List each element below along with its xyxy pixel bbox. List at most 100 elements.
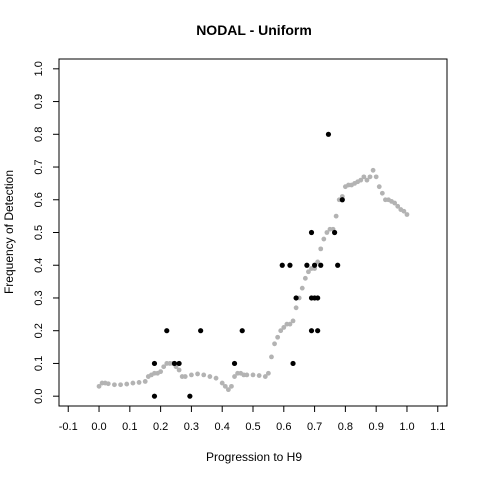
smoothed-point bbox=[176, 367, 182, 373]
observed-point bbox=[325, 131, 332, 137]
smoothed-point bbox=[130, 380, 136, 386]
observed-point bbox=[315, 295, 321, 301]
observed-point bbox=[164, 328, 170, 334]
x-tick-label: 0.0 bbox=[91, 421, 106, 433]
observed-point bbox=[308, 229, 315, 236]
smoothed-point bbox=[392, 200, 398, 206]
smoothed-point bbox=[275, 334, 281, 340]
x-axis-title: Progression to H9 bbox=[206, 450, 302, 464]
x-tick-label: 0.6 bbox=[276, 421, 291, 433]
smoothed-point bbox=[302, 275, 308, 281]
x-tick-label: 1.1 bbox=[430, 421, 445, 433]
smoothed-point bbox=[118, 382, 123, 388]
observed-point bbox=[335, 262, 341, 268]
smoothed-point bbox=[367, 174, 373, 180]
x-tick-label: 0.9 bbox=[369, 421, 384, 433]
smoothed-point bbox=[321, 236, 327, 242]
smoothed-point bbox=[370, 167, 376, 173]
observed-point bbox=[151, 393, 158, 399]
smoothed-point bbox=[124, 381, 130, 387]
smoothed-point bbox=[364, 177, 370, 183]
smoothed-point bbox=[105, 381, 111, 387]
y-tick-label: 0.7 bbox=[33, 159, 45, 174]
y-tick-label: 0.0 bbox=[33, 389, 45, 404]
observed-point bbox=[231, 360, 238, 367]
observed-point bbox=[287, 262, 293, 268]
smoothed-point bbox=[361, 174, 367, 180]
smoothed-point bbox=[229, 383, 234, 389]
smoothed-point bbox=[161, 364, 167, 370]
smoothed-point bbox=[278, 328, 284, 334]
observed-point bbox=[198, 328, 204, 334]
smoothed-point bbox=[333, 213, 339, 219]
smoothed-point bbox=[315, 259, 321, 265]
observed-point bbox=[239, 328, 245, 334]
smoothed-point bbox=[195, 371, 200, 377]
smoothed-point bbox=[256, 373, 262, 378]
smoothed-point bbox=[287, 321, 293, 327]
smoothed-point bbox=[269, 354, 274, 360]
observed-point bbox=[318, 262, 324, 268]
observed-point bbox=[171, 360, 178, 367]
observed-point bbox=[315, 328, 321, 334]
x-tick-label: 0.7 bbox=[307, 421, 322, 433]
observed-point bbox=[332, 229, 338, 236]
x-tick-label: -0.1 bbox=[59, 421, 78, 433]
smoothed-point bbox=[281, 325, 287, 330]
smoothed-point bbox=[290, 318, 296, 324]
chart-title: NODAL - Uniform bbox=[196, 22, 312, 38]
observed-point bbox=[308, 328, 315, 334]
y-tick-label: 0.4 bbox=[33, 258, 45, 273]
smoothed-point bbox=[373, 174, 379, 180]
observed-point bbox=[304, 262, 310, 268]
observed-point bbox=[293, 295, 299, 301]
y-axis: 0.0 0.1 0.2 0.3 0.4 0.5 0.6 0.7 0.8 0.9 1.0 bbox=[33, 61, 59, 404]
smoothed-point bbox=[324, 230, 330, 235]
observed-point bbox=[151, 360, 158, 367]
observed-point bbox=[279, 262, 285, 268]
x-tick-label: 0.2 bbox=[153, 421, 168, 433]
smoothed-point bbox=[96, 383, 102, 389]
smoothed-point bbox=[404, 212, 410, 217]
smoothed-point bbox=[293, 305, 299, 311]
observed-point bbox=[187, 393, 193, 399]
y-tick-label: 0.2 bbox=[33, 323, 45, 338]
smoothed-point bbox=[136, 380, 142, 385]
smoothed-point bbox=[189, 372, 194, 378]
y-tick-label: 0.3 bbox=[33, 290, 45, 305]
smoothed-point bbox=[142, 379, 148, 384]
smoothed-point bbox=[318, 246, 324, 252]
smoothed-point bbox=[182, 374, 188, 379]
smoothed-point bbox=[112, 382, 117, 388]
x-tick-label: 0.8 bbox=[338, 421, 353, 433]
smoothed-point bbox=[358, 177, 364, 183]
smoothed-point bbox=[401, 208, 407, 214]
smoothed-point bbox=[222, 383, 228, 389]
smoothed-point bbox=[379, 190, 385, 196]
x-tick-label: 1.0 bbox=[399, 421, 414, 433]
x-tick-label: 0.1 bbox=[122, 421, 137, 433]
smoothed-series bbox=[96, 167, 410, 393]
y-axis-title: Frequency of Detection bbox=[2, 170, 16, 294]
smoothed-point bbox=[244, 372, 250, 378]
smoothed-point bbox=[262, 374, 268, 379]
smoothed-point bbox=[158, 369, 164, 375]
x-tick-label: 0.3 bbox=[184, 421, 199, 433]
smoothed-point bbox=[250, 372, 256, 378]
observed-point bbox=[290, 360, 296, 367]
y-tick-label: 0.1 bbox=[33, 356, 45, 371]
smoothed-point bbox=[225, 387, 231, 393]
y-tick-label: 0.6 bbox=[33, 192, 45, 207]
y-tick-label: 0.5 bbox=[33, 225, 45, 240]
observed-point bbox=[311, 262, 318, 268]
x-tick-label: 0.4 bbox=[215, 421, 230, 433]
smoothed-point bbox=[299, 285, 305, 291]
smoothed-point bbox=[201, 372, 207, 378]
plot-frame bbox=[58, 58, 448, 407]
smoothed-point bbox=[213, 375, 219, 381]
x-axis: -0.1 0.0 0.1 0.2 0.3 0.4 0.5 0.6 0.7 0.8 0.9 1.0 1.1 bbox=[59, 406, 445, 433]
smoothed-point bbox=[265, 370, 271, 376]
smoothed-point bbox=[232, 374, 237, 379]
smoothed-point bbox=[395, 203, 401, 209]
